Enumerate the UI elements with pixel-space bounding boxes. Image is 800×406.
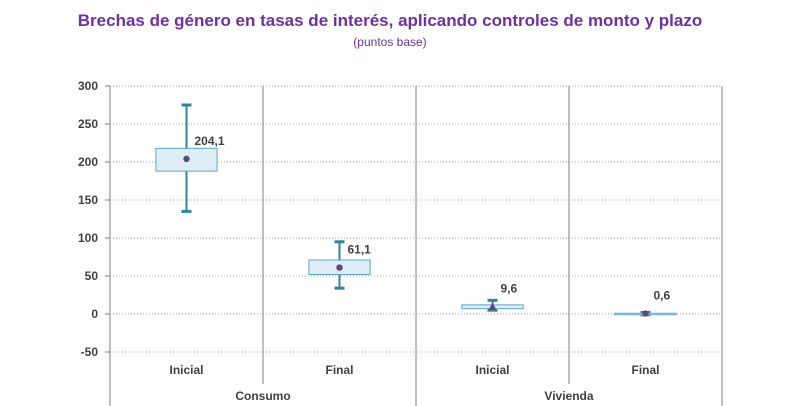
y-tick-label: 200 [78, 155, 98, 169]
y-tick-label: 100 [78, 231, 98, 245]
category-label: Inicial [475, 363, 509, 377]
y-tick-label: 250 [78, 117, 98, 131]
chart-title: Brechas de género en tasas de interés, a… [78, 11, 702, 30]
y-tick-label: 50 [85, 269, 99, 283]
y-tick-label: 0 [91, 307, 98, 321]
group-label: Vivienda [544, 389, 593, 403]
group-label: Consumo [235, 389, 290, 403]
data-label: 0,6 [654, 289, 671, 303]
category-label: Inicial [169, 363, 203, 377]
plot-area: 300 250 200 150 100 50 0 -50 204,1 Inicial 61,1 Fin… [78, 79, 723, 406]
category-label: Final [631, 363, 659, 377]
y-tick-label: -50 [81, 345, 99, 359]
chart-subtitle: (puntos base) [353, 35, 426, 49]
point-marker [642, 310, 649, 317]
category-label: Final [325, 363, 353, 377]
point-marker [183, 155, 190, 163]
point-marker [488, 302, 497, 310]
data-label: 61,1 [348, 243, 372, 257]
y-tick-label: 300 [78, 79, 98, 93]
data-label: 204,1 [195, 134, 225, 148]
y-tick-label: 150 [78, 193, 98, 207]
point-marker [336, 264, 343, 271]
data-label: 9,6 [501, 282, 518, 296]
